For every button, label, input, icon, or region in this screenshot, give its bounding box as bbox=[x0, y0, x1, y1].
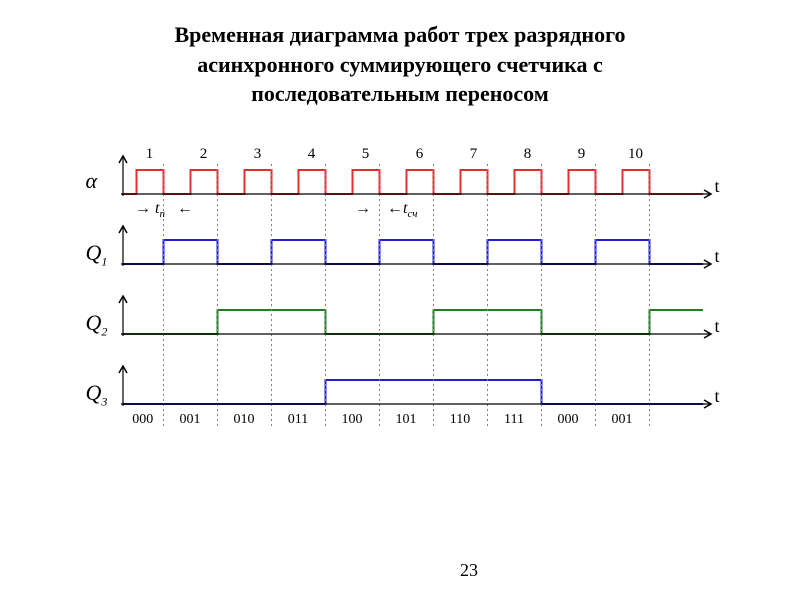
state-3: 011 bbox=[288, 412, 308, 428]
tick-3: 3 bbox=[254, 146, 262, 163]
t-label-q2: t bbox=[715, 316, 720, 337]
timing-diagram: α Q1 Q2 Q3 t t t t 1 2 3 4 5 6 7 8 9 10 000 001 010 011 100 101… bbox=[78, 144, 723, 494]
state-7: 111 bbox=[504, 412, 524, 428]
title-line-1: Временная диаграмма работ трех разрядног… bbox=[50, 20, 750, 50]
state-6: 110 bbox=[450, 412, 470, 428]
label-q3: Q3 bbox=[86, 380, 108, 409]
tick-4: 4 bbox=[308, 146, 316, 163]
tick-5: 5 bbox=[362, 146, 370, 163]
title-line-3: последовательным переносом bbox=[50, 79, 750, 109]
ann-tn-arrow-l: → bbox=[135, 200, 151, 218]
t-label-alpha: t bbox=[715, 176, 720, 197]
t-label-q3: t bbox=[715, 386, 720, 407]
tick-8: 8 bbox=[524, 146, 532, 163]
ann-tn: tп bbox=[155, 200, 165, 220]
label-q2: Q2 bbox=[86, 310, 108, 339]
label-q1: Q1 bbox=[86, 240, 108, 269]
title-line-2: асинхронного суммирующего счетчика с bbox=[50, 50, 750, 80]
state-1: 001 bbox=[180, 412, 201, 428]
state-5: 101 bbox=[396, 412, 417, 428]
label-alpha: α bbox=[86, 168, 98, 194]
t-label-q1: t bbox=[715, 246, 720, 267]
state-9: 001 bbox=[612, 412, 633, 428]
ann-tsc-arrow-l: → bbox=[355, 200, 371, 218]
state-4: 100 bbox=[342, 412, 363, 428]
tick-2: 2 bbox=[200, 146, 208, 163]
page-number: 23 bbox=[460, 560, 478, 581]
state-8: 000 bbox=[558, 412, 579, 428]
tick-6: 6 bbox=[416, 146, 424, 163]
tick-10: 10 bbox=[628, 146, 643, 163]
tick-1: 1 bbox=[146, 146, 154, 163]
ann-tsc: tсч bbox=[403, 200, 417, 220]
state-2: 010 bbox=[234, 412, 255, 428]
tick-9: 9 bbox=[578, 146, 586, 163]
timing-svg bbox=[78, 144, 723, 484]
ann-tn-arrow-r: ← bbox=[177, 200, 193, 218]
tick-7: 7 bbox=[470, 146, 478, 163]
ann-tsc-arrow-r: ← bbox=[387, 200, 403, 218]
state-0: 000 bbox=[132, 412, 153, 428]
